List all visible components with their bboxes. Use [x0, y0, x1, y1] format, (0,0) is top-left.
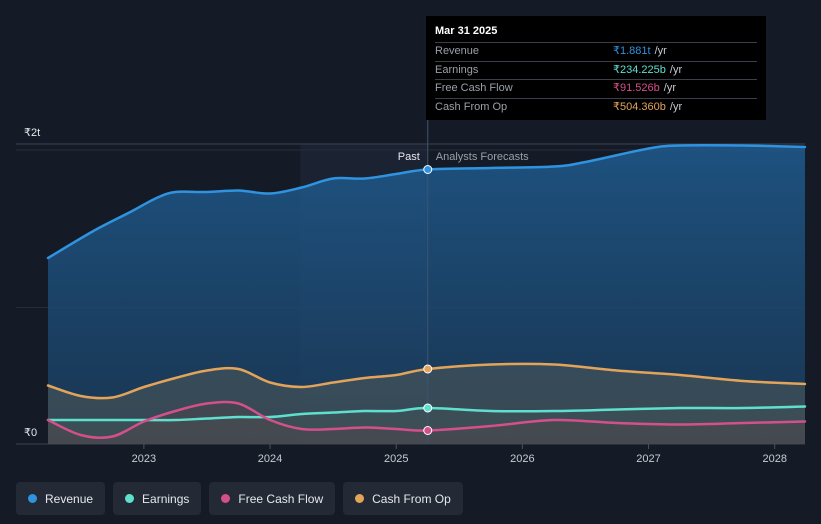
legend-dot-icon	[355, 494, 365, 503]
point-cfo	[423, 364, 433, 374]
line-fcf	[46, 400, 807, 440]
x-tick-label: 2025	[384, 453, 408, 465]
x-tick-label: 2023	[132, 453, 156, 465]
legend-dot-icon	[221, 494, 231, 503]
legend-label: Cash From Op	[372, 491, 451, 506]
forecast-label: Analysts Forecasts	[436, 151, 529, 163]
tooltip-unit: /yr	[654, 45, 667, 57]
point-earnings	[423, 403, 433, 413]
area-fcf	[48, 401, 805, 444]
tooltip-label: Cash From Op	[435, 100, 508, 113]
past-label: Past	[398, 151, 420, 163]
line-revenue	[46, 143, 807, 260]
legend-item-cash-from-op[interactable]: Cash From Op	[343, 482, 463, 515]
tooltip-unit: /yr	[669, 63, 683, 76]
tooltip-row-revenue: Revenue ₹1.881t /yr	[435, 42, 757, 61]
legend: Revenue Earnings Free Cash Flow Cash Fro…	[16, 482, 463, 515]
x-axis: 2023 2024 2025 2026 2027 2028	[132, 444, 787, 465]
tooltip-row-earnings: Earnings ₹234.225b /yr	[435, 60, 757, 80]
tooltip: Mar 31 2025 Revenue ₹1.881t /yr Earnings…	[426, 16, 766, 120]
area-earnings	[48, 406, 805, 444]
tooltip-unit: /yr	[669, 100, 683, 113]
y-tick-bottom: ₹0	[24, 427, 37, 439]
tooltip-row-fcf: Free Cash Flow ₹91.526b /yr	[435, 79, 757, 98]
y-tick-top: ₹2t	[24, 127, 40, 139]
tooltip-label: Revenue	[435, 45, 480, 57]
x-tick-label: 2024	[258, 453, 282, 465]
legend-item-earnings[interactable]: Earnings	[113, 482, 202, 515]
point-fcf	[423, 426, 433, 435]
legend-item-revenue[interactable]: Revenue	[16, 482, 106, 515]
tooltip-date: Mar 31 2025	[435, 25, 498, 37]
legend-dot-icon	[28, 494, 37, 503]
tooltip-label: Free Cash Flow	[435, 82, 513, 94]
tooltip-value: ₹504.360b	[613, 100, 666, 113]
tooltip-unit: /yr	[663, 82, 676, 94]
line-earnings	[46, 405, 807, 422]
tooltip-value: ₹91.526b	[613, 82, 660, 94]
series-areas	[48, 145, 805, 444]
tooltip-value: ₹1.881t	[613, 45, 651, 57]
legend-label: Revenue	[45, 491, 94, 506]
tooltip-row-cfo: Cash From Op ₹504.360b /yr	[435, 97, 757, 117]
x-tick-label: 2028	[762, 453, 786, 465]
series-lines	[46, 143, 807, 440]
legend-dot-icon	[125, 494, 135, 503]
x-tick-label: 2027	[636, 453, 660, 465]
legend-label: Earnings	[142, 491, 190, 506]
point-revenue	[423, 165, 433, 174]
legend-label: Free Cash Flow	[238, 491, 324, 506]
tooltip-value: ₹234.225b	[613, 63, 666, 76]
line-cfo	[46, 362, 807, 400]
tooltip-label: Earnings	[435, 63, 479, 76]
hover-points	[423, 165, 433, 435]
legend-item-free-cash-flow[interactable]: Free Cash Flow	[209, 482, 336, 515]
x-tick-label: 2026	[510, 453, 534, 465]
